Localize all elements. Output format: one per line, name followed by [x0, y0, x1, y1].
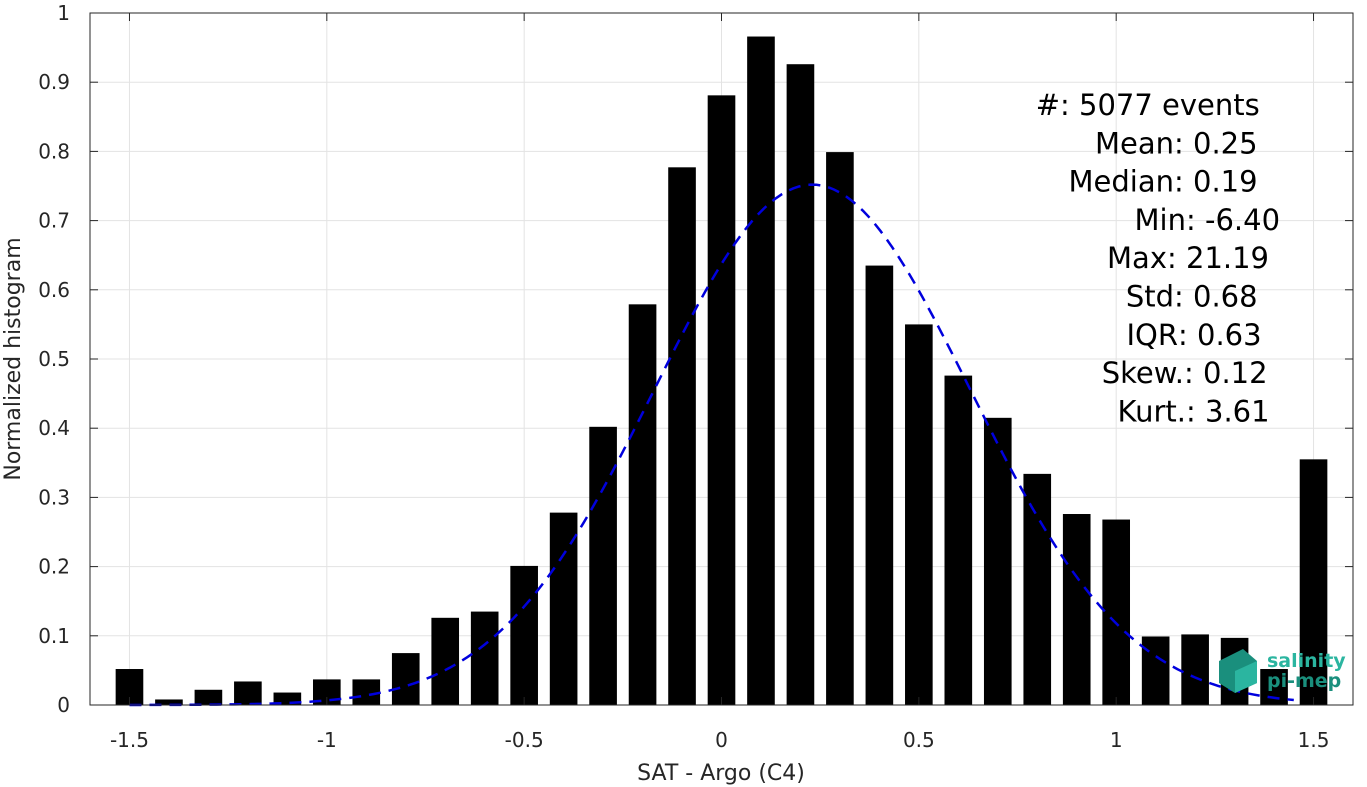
- y-tick-label: 1: [57, 1, 70, 25]
- bar-series: [115, 36, 1328, 706]
- stat-label: Kurt.: [1118, 394, 1186, 428]
- histogram-bar: [905, 324, 933, 705]
- histogram-bar: [1299, 459, 1328, 705]
- x-tick-label: 0.5: [903, 728, 935, 752]
- histogram-bar: [352, 679, 381, 705]
- stat-value: : 0.68: [1174, 280, 1258, 314]
- x-axis-label: SAT - Argo (C4): [637, 761, 805, 786]
- logo-cube-face-icon: [1235, 661, 1257, 693]
- histogram-bar: [628, 304, 657, 705]
- y-tick-label: 0.7: [38, 209, 70, 233]
- histogram-bar: [865, 265, 894, 705]
- salinity-pimep-logo: salinity pi-mep: [1219, 649, 1346, 693]
- y-tick-label: 0.9: [38, 70, 70, 94]
- logo-text-salinity: salinity: [1267, 650, 1346, 672]
- histogram-bar: [470, 611, 499, 705]
- stat-value: : 3.61: [1186, 394, 1270, 428]
- y-tick-label: 0.6: [38, 278, 70, 302]
- stat-value: : 0.12: [1184, 356, 1268, 390]
- histogram-bar: [668, 167, 696, 706]
- y-tick-label: 0.5: [38, 347, 70, 371]
- stat-label: IQR: [1126, 318, 1178, 352]
- histogram-bar: [786, 64, 815, 705]
- histogram-bar: [1181, 634, 1209, 705]
- stat-label: Max: [1107, 241, 1167, 275]
- stat-label: Skew.: [1102, 356, 1184, 390]
- histogram-bar: [510, 565, 538, 705]
- histogram-bar: [944, 375, 973, 705]
- histogram-bar: [155, 699, 183, 705]
- histogram-bar: [747, 36, 775, 705]
- stat-label: Std: [1126, 280, 1174, 314]
- histogram-bar: [549, 512, 578, 705]
- y-tick-label: 0.4: [38, 416, 70, 440]
- y-tick-label: 0.1: [38, 624, 70, 648]
- x-tick-label: 1: [1110, 728, 1123, 752]
- y-tick-label: 0.3: [38, 485, 70, 509]
- histogram-bar: [1062, 514, 1091, 705]
- gaussian-fit-line: [129, 183, 1294, 707]
- histogram-bar: [194, 689, 223, 705]
- stat-label: Min: [1135, 203, 1186, 237]
- stat-value: : 5077 events: [1060, 88, 1260, 122]
- histogram-bar: [1102, 519, 1131, 705]
- logo-text-pimep: pi-mep: [1267, 670, 1341, 692]
- stat-label: Mean: [1095, 126, 1174, 160]
- y-tick-label: 0.8: [38, 139, 70, 163]
- histogram-bar: [983, 417, 1012, 705]
- histogram-bar: [826, 152, 854, 706]
- x-tick-label: -1.5: [110, 728, 149, 752]
- x-axis-ticks: -1.5 -1 -0.5 0 0.5 1 1.5: [110, 13, 1329, 752]
- histogram-bar: [391, 653, 420, 705]
- x-tick-label: -1: [317, 728, 337, 752]
- stat-value: : 21.19: [1167, 241, 1269, 275]
- stat-value: : 0.63: [1178, 318, 1262, 352]
- stat-label: #: [1036, 88, 1060, 122]
- histogram-bar: [431, 617, 460, 705]
- x-tick-label: 0: [715, 728, 728, 752]
- x-tick-label: -0.5: [505, 728, 544, 752]
- gaussian-fit-curve: [129, 183, 1294, 707]
- histogram-bar: [234, 681, 262, 705]
- y-tick-label: 0: [57, 693, 70, 717]
- stat-value: : 0.25: [1174, 126, 1258, 160]
- histogram-bar: [1141, 636, 1170, 705]
- y-axis-label: Normalized histogram: [1, 237, 26, 480]
- y-tick-label: 0.2: [38, 555, 70, 579]
- stat-value: : 0.19: [1174, 165, 1258, 199]
- x-tick-label: 1.5: [1298, 728, 1330, 752]
- stat-label: Median: [1069, 165, 1174, 199]
- y-axis-ticks: 0 0.1 0.2 0.3 0.4 0.5 0.6 0.7 0.8 0.9 1: [38, 1, 1353, 717]
- stat-value: : -6.40: [1186, 203, 1280, 237]
- histogram-bar: [1023, 473, 1052, 705]
- histogram-bar: [707, 95, 736, 705]
